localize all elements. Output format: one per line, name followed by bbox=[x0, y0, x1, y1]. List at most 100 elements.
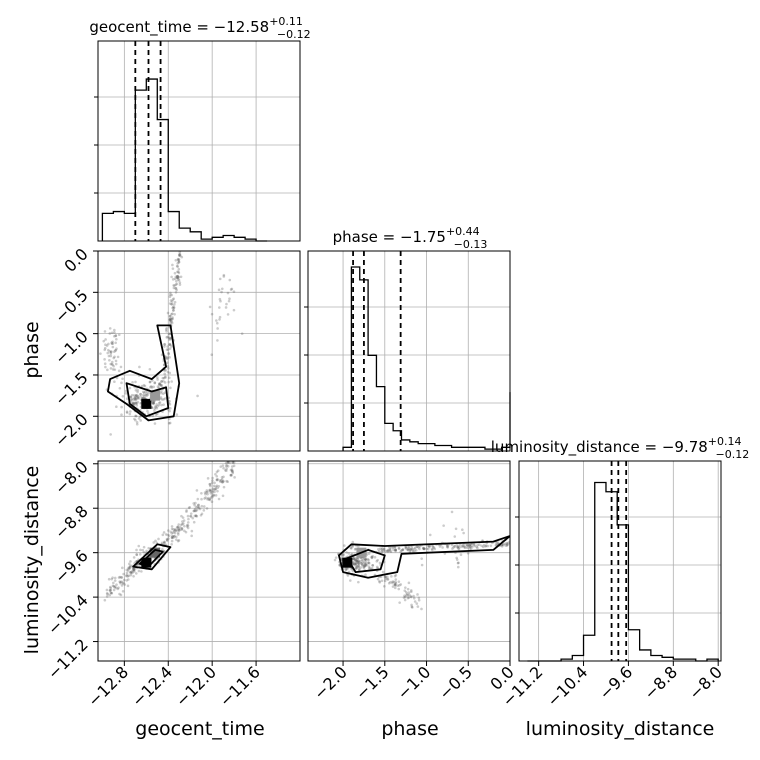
sample-point-21 bbox=[368, 566, 372, 570]
sample-point-10 bbox=[217, 288, 221, 292]
sample-point-10 bbox=[112, 334, 116, 338]
sample-point-20 bbox=[203, 491, 207, 494]
sample-point-20 bbox=[172, 536, 175, 539]
sample-point-21 bbox=[375, 565, 379, 569]
sample-point-10 bbox=[134, 401, 138, 404]
sample-point-21 bbox=[428, 533, 432, 537]
sample-point-21 bbox=[407, 545, 411, 549]
sample-point-10 bbox=[177, 260, 181, 264]
sample-point-20 bbox=[216, 489, 219, 493]
sample-point-20 bbox=[206, 492, 209, 496]
sample-point-10 bbox=[131, 401, 134, 405]
sample-point-20 bbox=[131, 567, 135, 571]
sample-point-21 bbox=[446, 546, 449, 549]
sample-point-20 bbox=[192, 502, 196, 505]
sample-point-21 bbox=[462, 531, 465, 535]
sample-point-21 bbox=[386, 577, 389, 581]
sample-point-10 bbox=[176, 276, 180, 279]
sample-point-20 bbox=[209, 490, 212, 493]
sample-point-10 bbox=[166, 311, 170, 315]
sample-point-10 bbox=[170, 345, 173, 348]
sample-point-10 bbox=[172, 306, 176, 309]
sample-point-10 bbox=[170, 313, 173, 316]
sample-point-10 bbox=[155, 403, 159, 406]
sample-point-10 bbox=[109, 352, 113, 355]
ytick-label-luminosity-distance-4: −8.0 bbox=[51, 457, 92, 498]
sample-point-10 bbox=[124, 392, 128, 395]
sample-point-21 bbox=[365, 563, 369, 567]
sample-point-20 bbox=[209, 491, 213, 495]
sample-point-21 bbox=[367, 565, 371, 568]
sample-point-21 bbox=[334, 556, 338, 559]
sample-point-10 bbox=[177, 278, 181, 282]
sample-point-21 bbox=[401, 548, 404, 552]
sample-point-10 bbox=[171, 306, 174, 310]
sample-point-20 bbox=[189, 515, 193, 518]
sample-point-21 bbox=[465, 543, 469, 547]
sample-point-21 bbox=[397, 587, 401, 591]
sample-point-21 bbox=[505, 544, 509, 547]
sample-point-20 bbox=[140, 570, 143, 573]
sample-point-20 bbox=[117, 576, 121, 579]
sample-point-20 bbox=[207, 498, 211, 501]
sample-point-10 bbox=[166, 345, 169, 348]
sample-point-10 bbox=[134, 397, 138, 401]
sample-point-20 bbox=[202, 505, 206, 508]
sample-point-10 bbox=[125, 411, 129, 414]
sample-point-10 bbox=[171, 317, 174, 321]
sample-point-20 bbox=[132, 568, 136, 571]
sample-point-20 bbox=[137, 569, 141, 573]
sample-point-21 bbox=[476, 546, 479, 550]
sample-point-10 bbox=[220, 287, 224, 291]
sample-point-21 bbox=[408, 593, 411, 597]
sample-point-10 bbox=[165, 348, 169, 351]
sample-point-10 bbox=[144, 393, 147, 397]
sample-point-21 bbox=[393, 582, 397, 586]
sample-point-20 bbox=[113, 585, 117, 588]
sample-point-21 bbox=[431, 548, 434, 552]
sample-point-10 bbox=[109, 367, 113, 370]
sample-point-21 bbox=[413, 546, 417, 550]
ytick-label-luminosity-distance-2: −9.6 bbox=[51, 546, 92, 587]
sample-point-21 bbox=[431, 544, 435, 548]
sample-point-21 bbox=[442, 524, 445, 527]
sample-point-10 bbox=[158, 383, 161, 387]
sample-point-10 bbox=[145, 392, 148, 396]
sample-point-10 bbox=[118, 386, 122, 390]
sample-point-21 bbox=[363, 564, 367, 568]
sample-point-10 bbox=[222, 273, 226, 277]
sample-point-21 bbox=[418, 545, 422, 548]
sample-point-10 bbox=[173, 312, 176, 316]
sample-point-21 bbox=[446, 545, 449, 549]
sample-point-20 bbox=[128, 562, 131, 566]
sample-point-20 bbox=[214, 472, 217, 476]
sample-point-10 bbox=[168, 403, 172, 406]
ytick-label-luminosity-distance-0: −11.2 bbox=[44, 635, 92, 683]
sample-point-20 bbox=[122, 581, 125, 585]
sample-point-20 bbox=[138, 553, 142, 556]
sample-point-21 bbox=[386, 548, 390, 552]
sample-point-10 bbox=[167, 332, 171, 336]
sample-point-10 bbox=[169, 317, 172, 320]
sample-point-10 bbox=[175, 288, 178, 292]
sample-point-20 bbox=[180, 514, 183, 518]
sample-point-10 bbox=[107, 342, 110, 346]
sample-point-21 bbox=[478, 543, 481, 547]
sample-point-10 bbox=[110, 362, 114, 366]
histogram-step-luminosity-distance bbox=[527, 481, 719, 662]
sample-point-20 bbox=[166, 533, 170, 537]
sample-point-20 bbox=[170, 536, 174, 540]
sample-point-21 bbox=[352, 557, 355, 560]
sample-point-21 bbox=[433, 547, 437, 551]
sample-point-10 bbox=[141, 393, 145, 397]
sample-point-20 bbox=[195, 505, 198, 509]
sample-point-21 bbox=[457, 545, 460, 548]
sample-point-10 bbox=[136, 396, 139, 400]
sample-point-20 bbox=[221, 481, 224, 484]
sample-point-21 bbox=[413, 600, 417, 603]
sample-point-21 bbox=[456, 546, 459, 549]
sample-point-10 bbox=[134, 401, 138, 405]
sample-point-20 bbox=[219, 480, 222, 483]
sample-point-20 bbox=[219, 465, 223, 468]
